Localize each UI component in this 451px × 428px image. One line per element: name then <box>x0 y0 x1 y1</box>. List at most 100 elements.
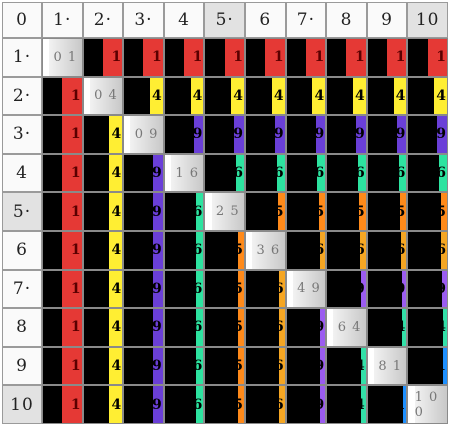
diagonal-fill: 1 0 0 <box>414 386 447 423</box>
cell-stripe <box>62 154 82 192</box>
cell-stripe <box>180 232 188 269</box>
cell-stripe <box>408 77 422 115</box>
cell-stripe <box>43 270 63 308</box>
cell-value: 9 <box>152 319 162 336</box>
cell-value: 25 <box>426 203 446 220</box>
cell-stripe <box>352 386 358 423</box>
cell-stripe <box>336 116 347 153</box>
cell-stripe <box>412 309 417 346</box>
cell-stripe <box>291 347 297 385</box>
cell-stripe <box>332 270 337 308</box>
cell-stripe <box>143 232 154 269</box>
cell-value: 9 <box>436 126 446 143</box>
cell-value: 4 <box>233 87 243 104</box>
row-header-3: 3· <box>2 115 42 154</box>
cell-value: 9 <box>152 165 162 182</box>
cell-stripe <box>205 77 219 115</box>
cell-stripe <box>296 116 306 153</box>
cell-value: 36 <box>426 242 446 259</box>
cell-stripe <box>224 270 232 308</box>
cell-stripe <box>205 154 214 192</box>
cell-stripe <box>109 193 123 230</box>
cell-value: 25 <box>223 280 243 297</box>
cell-stripe <box>237 347 244 385</box>
grid-cell: 36 <box>285 231 327 270</box>
cell-value: 1 <box>70 396 81 413</box>
grid-cell: 16 <box>163 231 205 270</box>
cell-stripe <box>413 232 420 269</box>
cell-stripe <box>224 116 235 153</box>
cell-stripe <box>172 347 181 385</box>
cell-value: 49 <box>304 319 325 336</box>
cell-stripe <box>231 347 238 385</box>
cell-stripe <box>338 232 344 269</box>
grid-cell: 16 <box>163 269 205 309</box>
cell-stripe <box>205 386 212 423</box>
cell-stripe <box>62 77 82 115</box>
cell-stripe <box>408 270 414 308</box>
cell-stripe <box>83 386 97 423</box>
grid-cell: 16 <box>163 385 205 424</box>
cell-value: 4 <box>152 87 162 104</box>
cell-stripe <box>343 232 350 269</box>
cell-stripe <box>442 270 447 308</box>
cell-stripe <box>399 193 407 230</box>
cell-stripe <box>174 116 185 153</box>
cell-value: 4 <box>111 165 122 182</box>
cell-stripe <box>265 193 272 230</box>
cell-stripe <box>153 232 163 269</box>
cell-stripe <box>246 39 266 76</box>
cell-value: 16 <box>426 165 446 182</box>
cell-stripe <box>211 386 219 423</box>
cell-stripe <box>258 193 266 230</box>
cell-value: 8 1 <box>378 358 403 374</box>
grid-cell: 9 <box>366 115 408 154</box>
cell-stripe <box>408 309 413 346</box>
cell-stripe <box>380 77 394 115</box>
cell-stripe <box>351 270 357 308</box>
cell-stripe <box>396 270 402 308</box>
cell-stripe <box>180 347 188 385</box>
cell-stripe <box>331 347 336 385</box>
grid-cell: 16 <box>366 153 408 193</box>
grid-cell: 9 <box>123 346 164 386</box>
grid-cell: 36 <box>245 346 286 386</box>
cell-stripe <box>213 154 221 192</box>
diagonal-fill: 4 9 <box>292 270 326 308</box>
cell-stripe <box>431 154 440 192</box>
cell-stripe <box>262 386 269 423</box>
cell-value: 64 <box>345 358 365 375</box>
cell-stripe <box>62 116 82 153</box>
cell-stripe <box>358 154 366 192</box>
cell-stripe <box>291 309 297 346</box>
cell-value: 25 <box>223 242 243 259</box>
cell-stripe <box>257 386 263 423</box>
grid-cell: 64 <box>366 308 408 347</box>
cell-stripe <box>301 309 306 346</box>
cell-stripe <box>265 39 285 76</box>
grid-cell: 49 <box>285 385 327 424</box>
diagonal-fill: 0 1 <box>49 39 82 76</box>
cell-stripe <box>205 39 225 76</box>
grid-cell: 49 <box>326 269 367 309</box>
cell-value: 9 <box>314 126 325 143</box>
cell-stripe <box>302 154 310 192</box>
cell-stripe <box>395 232 401 269</box>
cell-stripe <box>187 193 196 230</box>
cell-stripe <box>305 386 311 423</box>
cell-stripe <box>335 347 341 385</box>
cell-stripe <box>153 309 163 346</box>
grid-cell: 36 <box>245 269 286 309</box>
cell-stripe <box>224 347 232 385</box>
grid-cell: 4 <box>82 385 124 424</box>
column-header-4: 4 <box>163 2 205 38</box>
cell-value: 4 <box>111 242 122 259</box>
grid-cell: 16 <box>163 308 205 347</box>
cell-stripe <box>421 77 435 115</box>
cell-stripe <box>315 116 326 153</box>
cell-value: 6 4 <box>337 319 362 335</box>
cell-value: 16 <box>385 165 406 182</box>
cell-value: 9 <box>152 203 162 220</box>
cell-stripe <box>153 386 163 423</box>
cell-stripe <box>408 193 415 230</box>
